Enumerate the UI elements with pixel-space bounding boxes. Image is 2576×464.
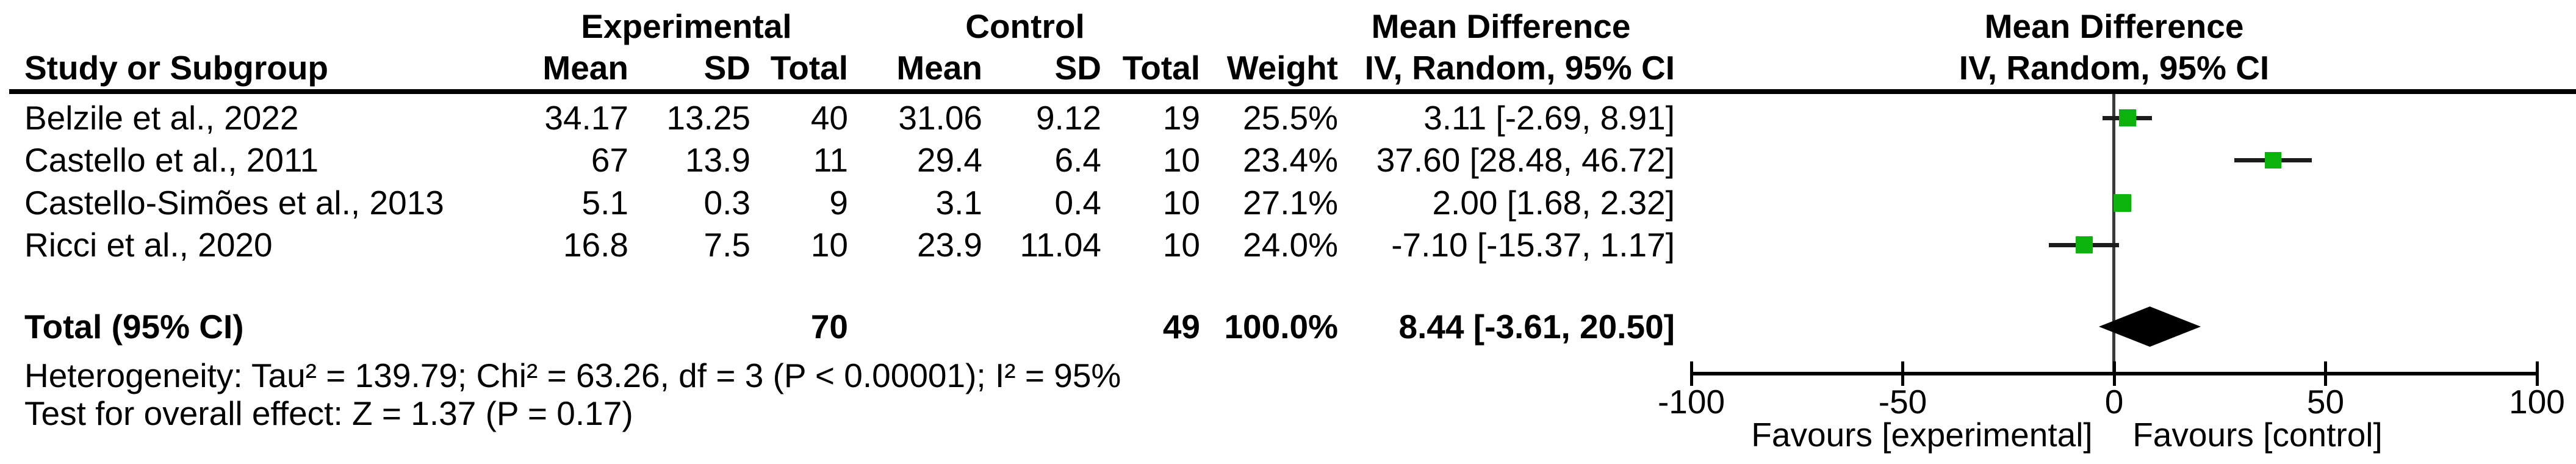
tick-label: 100 [2509, 383, 2565, 421]
tick-label: -50 [1878, 383, 1927, 421]
study-ctrl_mean: 31.06 [898, 99, 982, 137]
study-ctrl_total: 19 [1162, 99, 1200, 137]
effect-square [2118, 109, 2136, 126]
study-exp_sd: 0.3 [703, 184, 750, 222]
col-header-ci: IV, Random, 95% CI [1364, 49, 1675, 87]
plot-header-mean-difference: Mean Difference [1984, 7, 2244, 45]
study-ctrl_mean: 29.4 [916, 141, 982, 179]
study-exp_mean: 34.17 [544, 99, 628, 137]
col-header-exp-sd: SD [703, 49, 750, 87]
study-ctrl_sd: 9.12 [1035, 99, 1101, 137]
total-weight: 100.0% [1224, 308, 1338, 346]
study-ci_text: 2.00 [1.68, 2.32] [1432, 184, 1675, 222]
study-name: Belzile et al., 2022 [24, 99, 299, 137]
total-label: Total (95% CI) [24, 308, 244, 346]
study-ctrl_total: 10 [1162, 141, 1200, 179]
study-ctrl_total: 10 [1162, 226, 1200, 264]
study-weight: 23.4% [1243, 141, 1338, 179]
favours-control-label: Favours [control] [2132, 416, 2383, 454]
study-name: Ricci et al., 2020 [24, 226, 273, 264]
effect-square [2114, 194, 2132, 212]
tick-label: 50 [2306, 383, 2345, 421]
effect-square [2265, 151, 2282, 169]
axis-tick [2324, 361, 2327, 386]
study-ctrl_mean: 23.9 [916, 226, 982, 264]
heterogeneity-text: Heterogeneity: Tau² = 139.79; Chi² = 63.… [24, 357, 1121, 394]
overall-effect-text: Test for overall effect: Z = 1.37 (P = 0… [24, 394, 633, 432]
axis-tick [1901, 361, 1904, 386]
col-header-exp-total: Total [770, 49, 848, 87]
axis-tick [1689, 361, 1693, 386]
study-name: Castello et al., 2011 [24, 141, 319, 179]
study-weight: 24.0% [1243, 226, 1338, 264]
study-exp_mean: 67 [591, 141, 628, 179]
zero-line [2112, 94, 2115, 374]
col-header-exp-mean: Mean [542, 49, 628, 87]
study-exp_sd: 7.5 [703, 226, 750, 264]
plot-header-method: IV, Random, 95% CI [1959, 49, 2270, 87]
study-exp_mean: 16.8 [563, 226, 628, 264]
study-ctrl_mean: 3.1 [935, 184, 982, 222]
col-header-weight: Weight [1226, 49, 1338, 87]
study-exp_total: 11 [813, 141, 848, 179]
group-header-experimental: Experimental [581, 7, 792, 45]
study-exp_total: 9 [829, 184, 848, 222]
tick-label: -100 [1657, 383, 1725, 421]
study-exp_sd: 13.9 [685, 141, 750, 179]
axis-tick [2112, 361, 2116, 386]
study-exp_sd: 13.25 [666, 99, 750, 137]
study-exp_total: 10 [810, 226, 848, 264]
study-exp_total: 40 [810, 99, 848, 137]
study-weight: 25.5% [1243, 99, 1338, 137]
col-header-ctrl-total: Total [1122, 49, 1200, 87]
tick-label: 0 [2104, 383, 2124, 421]
total-ci-text: 8.44 [-3.61, 20.50] [1398, 308, 1675, 346]
col-header-ctrl-sd: SD [1054, 49, 1101, 87]
study-ctrl_total: 10 [1162, 184, 1200, 222]
study-ctrl_sd: 0.4 [1054, 184, 1101, 222]
effect-square [2075, 236, 2093, 253]
col-header-ctrl-mean: Mean [896, 49, 982, 87]
study-exp_mean: 5.1 [581, 184, 628, 222]
axis-tick [2535, 361, 2539, 386]
group-header-control: Control [965, 7, 1085, 45]
study-ci_text: 3.11 [-2.69, 8.91] [1423, 99, 1675, 137]
group-header-mean-difference: Mean Difference [1371, 7, 1631, 45]
favours-experimental-label: Favours [experimental] [1751, 416, 2093, 454]
col-header-study: Study or Subgroup [24, 49, 329, 87]
study-ctrl_sd: 11.04 [1020, 226, 1101, 264]
study-ctrl_sd: 6.4 [1054, 141, 1101, 179]
header-rule [9, 89, 2576, 94]
total-ctrl-total: 49 [1162, 308, 1200, 346]
study-ci_text: 37.60 [28.48, 46.72] [1376, 141, 1675, 179]
total-exp-total: 70 [810, 308, 848, 346]
study-name: Castello-Simões et al., 2013 [24, 184, 444, 222]
study-weight: 27.1% [1243, 184, 1338, 222]
study-ci_text: -7.10 [-15.37, 1.17] [1391, 226, 1675, 264]
